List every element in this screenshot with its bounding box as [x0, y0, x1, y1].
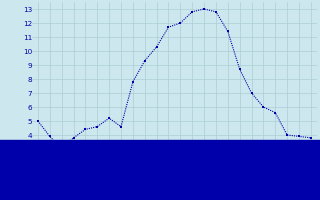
X-axis label: Graphe des températures (°c): Graphe des températures (°c)	[103, 163, 245, 173]
